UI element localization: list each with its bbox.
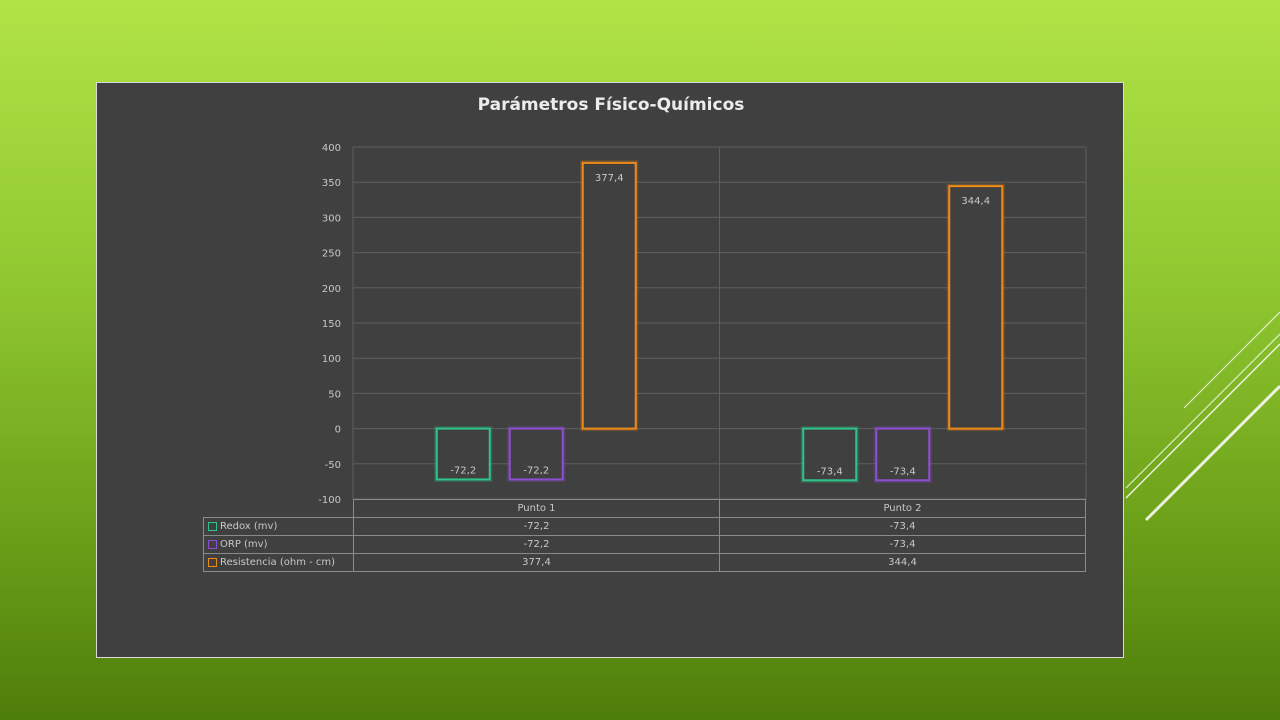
table-header-punto-1: Punto 1: [353, 499, 720, 518]
chart-title: Parámetros Físico-Químicos: [477, 95, 745, 115]
data-label: -72,2: [450, 465, 476, 476]
y-tick-label: 300: [322, 213, 341, 224]
table-corner: [203, 499, 354, 518]
table-cell-resistencia-punto-1: 377,4: [353, 553, 720, 572]
legend-label-redox: Redox (mv): [220, 521, 278, 532]
legend-cell-resistencia: Resistencia (ohm - cm): [203, 553, 354, 572]
legend-label-orp: ORP (mv): [220, 539, 268, 550]
table-cell-orp-punto-1: -72,2: [353, 535, 720, 554]
table-cell-redox-punto-1: -72,2: [353, 517, 720, 536]
y-tick-label: 100: [322, 354, 341, 365]
legend-key-orp: [208, 539, 217, 549]
chart-panel: Parámetros Físico-Químicos -100 -50 0 50 100…: [96, 82, 1124, 658]
table-cell-orp-punto-2: -73,4: [719, 535, 1086, 554]
data-label: -73,4: [817, 466, 843, 477]
bar: [875, 427, 931, 482]
y-tick-label: 0: [335, 425, 341, 436]
data-label: -72,2: [523, 465, 549, 476]
data-label: 344,4: [961, 196, 990, 207]
bar: [435, 427, 491, 481]
legend-cell-orp: ORP (mv): [203, 535, 354, 554]
table-cell-resistencia-punto-2: 344,4: [719, 553, 1086, 572]
legend-cell-redox: Redox (mv): [203, 517, 354, 536]
table-row-resistencia: Resistencia (ohm - cm) 377,4 344,4: [203, 553, 1086, 572]
bar: [508, 427, 564, 481]
y-tick-label: -50: [325, 460, 341, 471]
data-label: 377,4: [595, 173, 624, 184]
bar: [581, 161, 637, 430]
legend-key-resistencia: [208, 557, 217, 567]
table-row-redox: Redox (mv) -72,2 -73,4: [203, 517, 1086, 536]
y-tick-label: 400: [322, 143, 341, 154]
bar: [802, 427, 858, 482]
y-tick-label: 250: [322, 249, 341, 260]
data-label: -73,4: [890, 466, 916, 477]
y-tick-label: 350: [322, 178, 341, 189]
y-tick-label: 150: [322, 319, 341, 330]
data-table: Punto 1 Punto 2 Redox (mv) -72,2 -73,4 O…: [203, 499, 1086, 572]
table-cell-redox-punto-2: -73,4: [719, 517, 1086, 536]
y-tick-label: 200: [322, 284, 341, 295]
table-header-row: Punto 1 Punto 2: [203, 499, 1086, 518]
legend-label-resistencia: Resistencia (ohm - cm): [220, 557, 336, 568]
table-row-orp: ORP (mv) -72,2 -73,4: [203, 535, 1086, 554]
legend-key-redox: [208, 521, 217, 531]
y-tick-label: 50: [328, 389, 341, 400]
bar: [948, 185, 1004, 430]
table-header-punto-2: Punto 2: [719, 499, 1086, 518]
